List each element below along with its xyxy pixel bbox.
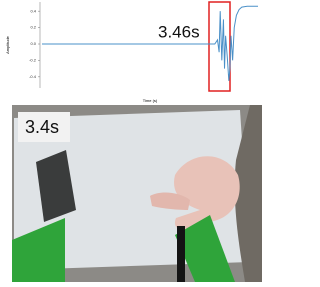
annotation: 3.46s	[158, 22, 200, 41]
chart: Amplitude Time (s) 3.46s 0.4 0.2 0.0 -0.2 -0…	[5, 2, 258, 103]
x-axis-label: Time (s)	[143, 98, 158, 103]
y-tick-label: 0.0	[30, 41, 36, 46]
y-axis-label: Amplitude	[5, 35, 10, 54]
figure: Amplitude Time (s) 3.46s 0.4 0.2 0.0 -0.2 -0…	[0, 0, 262, 282]
page: Amplitude Time (s) 3.46s 0.4 0.2 0.0 -0.2 -0…	[0, 0, 262, 282]
photo-label: 3.4s	[25, 117, 59, 137]
line	[42, 6, 258, 81]
clamp-right-base	[177, 226, 185, 282]
y-tick-label: -0.4	[29, 74, 37, 79]
y-tick-label: -0.2	[29, 57, 37, 62]
y-tick-label: 0.2	[30, 25, 36, 30]
photo: 3.4s	[12, 105, 262, 282]
y-tick-label: 0.4	[30, 8, 36, 13]
